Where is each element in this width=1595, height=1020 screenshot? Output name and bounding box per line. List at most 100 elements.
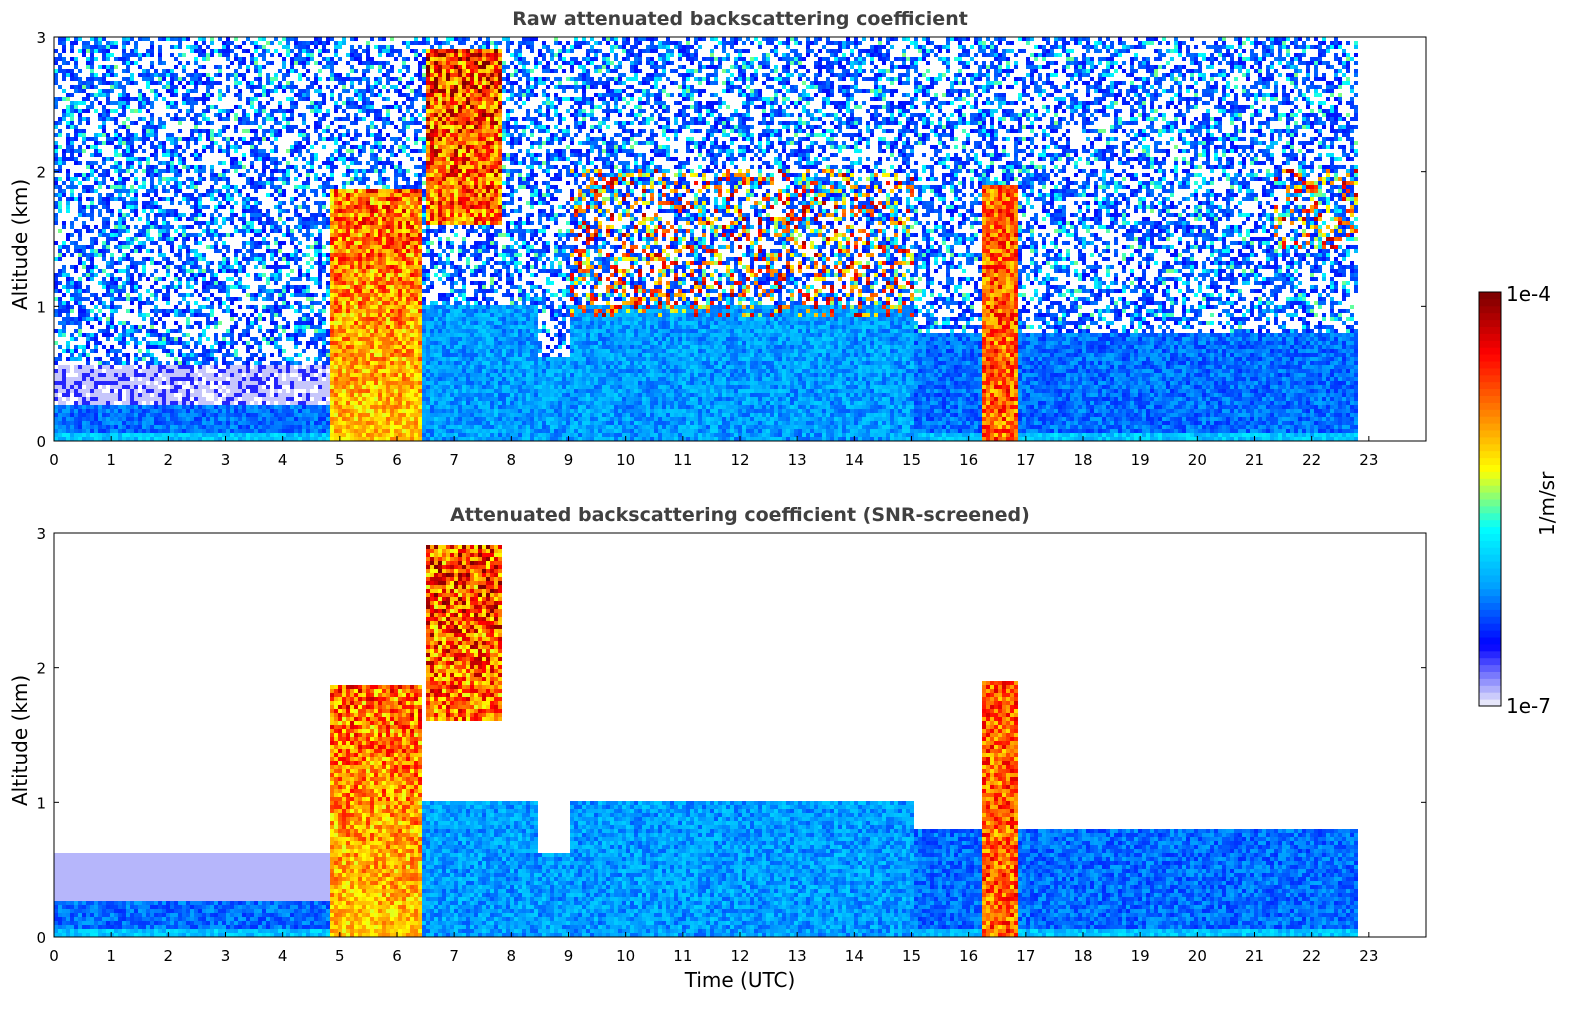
heatmap-cell xyxy=(98,77,102,81)
heatmap-cell xyxy=(350,249,354,253)
heatmap-cell xyxy=(158,397,162,401)
heatmap-cell xyxy=(182,345,186,349)
heatmap-cell xyxy=(170,393,174,397)
heatmap-cell xyxy=(98,165,102,169)
heatmap-cell xyxy=(126,57,130,61)
heatmap-cell xyxy=(302,121,306,125)
heatmap-cell xyxy=(226,397,230,401)
heatmap-cell xyxy=(154,333,158,337)
heatmap-cell xyxy=(354,405,358,409)
heatmap-cell xyxy=(146,73,150,77)
heatmap-cell xyxy=(126,153,130,157)
heatmap-cell xyxy=(194,429,198,433)
heatmap-cell xyxy=(358,181,362,185)
heatmap-cell xyxy=(126,189,130,193)
heatmap-cell xyxy=(250,81,254,85)
heatmap-cell xyxy=(54,413,58,417)
heatmap-cell xyxy=(174,189,178,193)
heatmap-cell xyxy=(294,185,298,189)
heatmap-cell xyxy=(94,85,98,89)
heatmap-cell xyxy=(306,209,310,213)
heatmap-cell xyxy=(210,137,214,141)
heatmap-cell xyxy=(122,217,126,221)
heatmap-cell xyxy=(106,69,110,73)
heatmap-cell xyxy=(250,429,254,433)
heatmap-cell xyxy=(170,157,174,161)
heatmap-cell xyxy=(94,433,98,437)
heatmap-cell xyxy=(106,373,110,377)
heatmap-cell xyxy=(138,117,142,121)
heatmap-cell xyxy=(166,301,170,305)
heatmap-cell xyxy=(66,421,70,425)
heatmap-cell xyxy=(166,405,170,409)
heatmap-cell xyxy=(110,69,114,73)
heatmap-cell xyxy=(210,437,214,441)
heatmap-cell xyxy=(318,133,322,137)
heatmap-cell xyxy=(334,329,338,333)
heatmap-cell xyxy=(194,97,198,101)
heatmap-cell xyxy=(118,93,122,97)
heatmap-cell xyxy=(250,141,254,145)
heatmap-cell xyxy=(234,225,238,229)
heatmap-cell xyxy=(358,233,362,237)
heatmap-cell xyxy=(226,41,230,45)
heatmap-cell xyxy=(194,69,198,73)
heatmap-cell xyxy=(114,393,118,397)
heatmap-cell xyxy=(254,321,258,325)
heatmap-cell xyxy=(286,149,290,153)
heatmap-cell xyxy=(70,85,74,89)
heatmap-cell xyxy=(90,405,94,409)
heatmap-cell xyxy=(358,97,362,101)
heatmap-cell xyxy=(154,185,158,189)
heatmap-cell xyxy=(234,117,238,121)
heatmap-cell xyxy=(306,369,310,373)
heatmap-cell xyxy=(338,317,342,321)
heatmap-cell xyxy=(162,153,166,157)
heatmap-cell xyxy=(250,221,254,225)
heatmap-cell xyxy=(222,253,226,257)
heatmap-cell xyxy=(106,369,110,373)
heatmap-cell xyxy=(130,329,134,333)
heatmap-cell xyxy=(130,405,134,409)
heatmap-cell xyxy=(102,233,106,237)
heatmap-cell xyxy=(62,317,66,321)
heatmap-cell xyxy=(318,433,322,437)
heatmap-cell xyxy=(310,301,314,305)
heatmap-cell xyxy=(250,185,254,189)
heatmap-cell xyxy=(58,57,62,61)
heatmap-cell xyxy=(178,405,182,409)
heatmap-cell xyxy=(330,417,334,421)
heatmap-cell xyxy=(234,373,238,377)
heatmap-cell xyxy=(250,121,254,125)
heatmap-cell xyxy=(330,289,334,293)
heatmap-cell xyxy=(194,265,198,269)
heatmap-cell xyxy=(286,225,290,229)
heatmap-cell xyxy=(154,357,158,361)
heatmap-cell xyxy=(62,309,66,313)
heatmap-cell xyxy=(66,169,70,173)
heatmap-cell xyxy=(170,77,174,81)
heatmap-cell xyxy=(122,201,126,205)
heatmap-cell xyxy=(338,361,342,365)
heatmap-cell xyxy=(266,157,270,161)
heatmap-cell xyxy=(58,245,62,249)
heatmap-cell xyxy=(114,325,118,329)
heatmap-cell xyxy=(334,149,338,153)
heatmap-cell xyxy=(162,433,166,437)
heatmap-cell xyxy=(362,293,366,297)
heatmap-cell xyxy=(306,389,310,393)
heatmap-cell xyxy=(278,177,282,181)
heatmap-cell xyxy=(190,77,194,81)
heatmap-cell xyxy=(274,361,278,365)
heatmap-cell xyxy=(218,97,222,101)
heatmap-cell xyxy=(226,365,230,369)
heatmap-cell xyxy=(354,145,358,149)
heatmap-cell xyxy=(354,129,358,133)
heatmap-cell xyxy=(186,357,190,361)
heatmap-cell xyxy=(210,213,214,217)
heatmap-cell xyxy=(346,181,350,185)
heatmap-cell xyxy=(278,201,282,205)
heatmap-cell xyxy=(110,305,114,309)
heatmap-cell xyxy=(294,353,298,357)
heatmap-cell xyxy=(214,49,218,53)
